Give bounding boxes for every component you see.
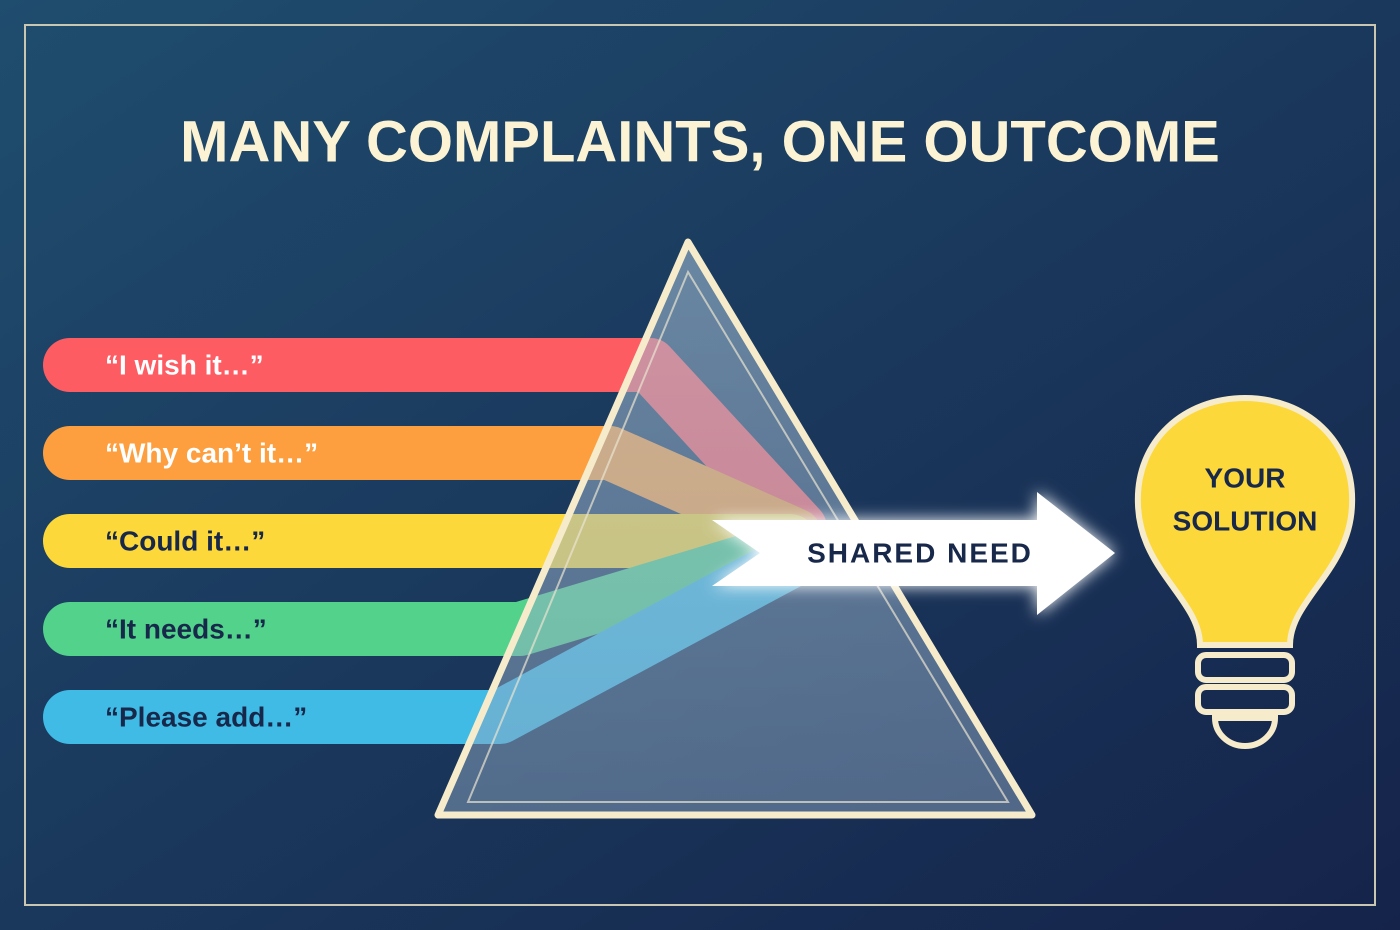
arrow-shape	[712, 492, 1115, 615]
complaint-label: “It needs…”	[105, 613, 267, 644]
bulb-ring	[1195, 652, 1295, 683]
bulb-glass	[1134, 394, 1356, 648]
solution-line: SOLUTION	[1173, 505, 1318, 536]
frame	[24, 24, 1376, 906]
complaint-label: “Why can’t it…”	[105, 437, 318, 468]
title: MANY COMPLAINTS, ONE OUTCOME	[180, 109, 1220, 174]
bulb-ring	[1195, 684, 1295, 715]
complaint-label: “Could it…”	[105, 525, 265, 556]
arrow-label: SHARED NEED	[807, 537, 1033, 568]
arrow	[712, 492, 1115, 615]
complaint-label: “I wish it…”	[105, 349, 264, 380]
solution-line: YOUR	[1205, 462, 1286, 493]
bulb-cap	[1211, 715, 1279, 749]
light-bulb: YOUR SOLUTION	[1134, 394, 1356, 749]
complaint-label: “Please add…”	[105, 701, 307, 732]
